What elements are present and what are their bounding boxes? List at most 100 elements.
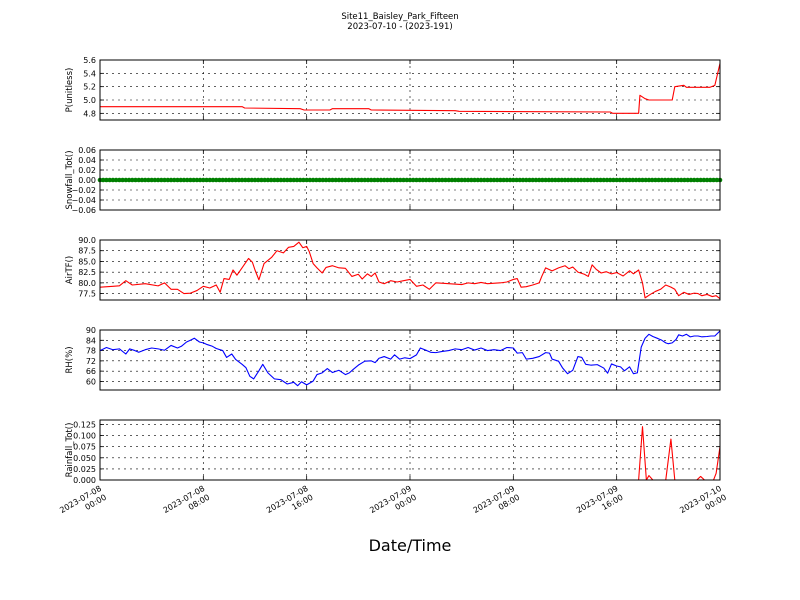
data-point	[294, 177, 300, 183]
y-tick-label: 78	[86, 347, 96, 356]
data-point	[223, 177, 229, 183]
data-point	[523, 177, 529, 183]
y-tick-label: 0.025	[73, 465, 96, 474]
data-point	[511, 177, 516, 183]
data-point	[146, 177, 151, 183]
data-point	[543, 177, 548, 183]
data-point	[565, 177, 571, 183]
data-point	[120, 177, 125, 183]
data-point	[194, 177, 200, 183]
y-axis-label: AirTF()	[65, 256, 75, 284]
panel-3: 77.5 80.0 82.5 85.087.5 90.0 AirTF()	[65, 236, 721, 301]
data-point	[678, 177, 684, 183]
x-axis-label: Date/Time	[369, 536, 452, 555]
y-tick-label: 60	[86, 377, 96, 386]
data-point	[430, 177, 435, 183]
data-point	[478, 177, 484, 183]
x-tick-label: 2023-07-0908:00	[472, 484, 522, 524]
data-point	[433, 177, 439, 183]
data-point	[207, 177, 213, 183]
data-point	[520, 177, 526, 183]
data-point	[220, 177, 226, 183]
data-point	[714, 177, 720, 183]
data-point	[685, 177, 691, 183]
y-tick-label: 5.0	[83, 96, 96, 105]
data-point	[359, 177, 364, 183]
x-tick-label: 2023-07-0900:00	[368, 484, 418, 524]
y-tick-label: −0.04	[71, 196, 96, 205]
data-point	[265, 177, 271, 183]
x-tick-label: 2023-07-1000:00	[678, 484, 728, 524]
data-point	[165, 177, 171, 183]
data-point	[246, 177, 251, 183]
data-point	[168, 177, 174, 183]
data-point	[368, 177, 374, 183]
y-tick-label: 80.0	[78, 279, 96, 288]
data-point	[530, 177, 536, 183]
data-point	[404, 177, 410, 183]
data-point	[284, 177, 290, 183]
data-point	[607, 177, 613, 183]
data-point	[698, 177, 703, 183]
y-tick-label: 5.4	[83, 69, 96, 78]
data-point	[443, 177, 448, 183]
data-point	[536, 177, 542, 183]
data-point	[549, 177, 555, 183]
data-point	[514, 177, 519, 183]
y-tick-label: 84	[86, 336, 96, 345]
y-tick-label: 0.02	[78, 166, 96, 175]
panel-frame	[99, 419, 721, 481]
data-point	[123, 177, 129, 183]
data-point	[436, 177, 442, 183]
data-point	[588, 177, 594, 183]
y-tick-label: 5.6	[83, 56, 96, 65]
panels-group: 4.8 5.0 5.2 5.4 5.6 P(unitless) −0.06−0.04−0.0…	[65, 56, 723, 485]
data-point	[688, 177, 694, 183]
data-point	[304, 177, 309, 183]
x-axis-tick-labels: 2023-07-0800:00 2023-07-0808:00 2023-07-08…	[58, 484, 728, 524]
data-point	[381, 177, 387, 183]
data-point	[133, 177, 138, 183]
data-point	[255, 177, 261, 183]
y-tick-label: 77.5	[78, 290, 96, 299]
data-point	[217, 177, 222, 183]
data-point	[362, 177, 368, 183]
data-point	[297, 177, 303, 183]
data-point	[630, 177, 636, 183]
data-point	[620, 177, 626, 183]
y-tick-label: 82.5	[78, 268, 96, 277]
data-point	[375, 177, 381, 183]
data-point	[475, 177, 481, 183]
data-point	[649, 177, 655, 183]
y-tick-label: 72	[86, 357, 96, 366]
data-point	[410, 177, 416, 183]
data-point	[162, 177, 167, 183]
data-point	[259, 177, 264, 183]
data-point	[110, 177, 116, 183]
data-point	[333, 177, 339, 183]
data-point	[485, 177, 490, 183]
data-point	[462, 177, 468, 183]
data-point	[113, 177, 119, 183]
data-point	[275, 177, 280, 183]
data-point	[175, 177, 180, 183]
data-point	[391, 177, 397, 183]
data-point	[646, 177, 652, 183]
y-tick-label: 0.00	[78, 176, 96, 185]
data-point	[627, 177, 632, 183]
series-line	[99, 330, 721, 387]
y-tick-label: 0.04	[78, 156, 96, 165]
data-point	[346, 177, 351, 183]
data-point	[272, 177, 277, 183]
data-point	[398, 177, 403, 183]
y-axis-label: RH(%)	[65, 346, 75, 373]
data-point	[239, 177, 245, 183]
data-point	[330, 177, 335, 183]
series-line	[100, 426, 721, 481]
data-point	[439, 177, 445, 183]
data-point	[672, 177, 678, 183]
data-point	[394, 177, 400, 183]
data-point	[191, 177, 196, 183]
